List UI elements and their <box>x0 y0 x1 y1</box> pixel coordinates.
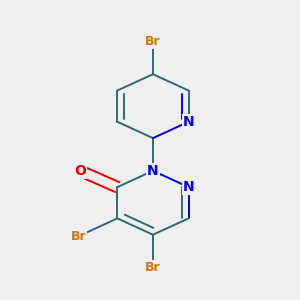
Text: N: N <box>183 180 194 194</box>
Text: Br: Br <box>71 230 86 243</box>
Text: Br: Br <box>145 35 161 48</box>
Text: Br: Br <box>145 261 161 274</box>
Text: O: O <box>74 164 86 178</box>
Text: N: N <box>183 115 194 129</box>
Text: N: N <box>147 164 159 178</box>
